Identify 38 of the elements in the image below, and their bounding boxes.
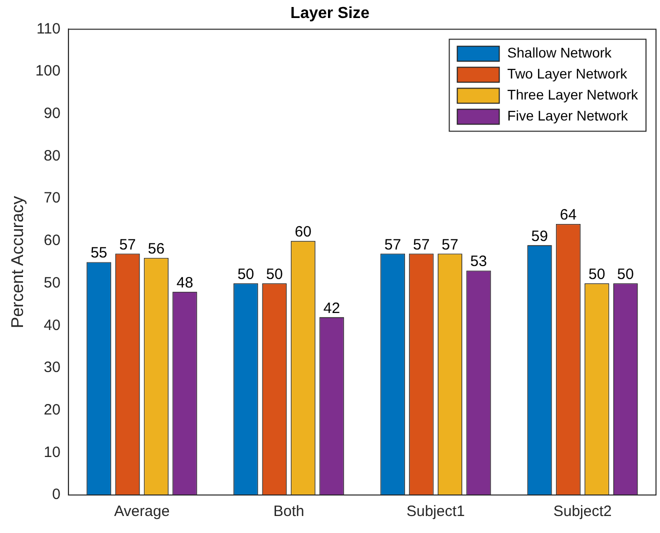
y-tick-label: 80 [44, 147, 60, 164]
data-label: 57 [442, 236, 458, 254]
legend-label: Shallow Network [507, 44, 613, 61]
y-tick-label: 110 [36, 20, 60, 38]
y-tick-label: 100 [35, 62, 60, 80]
data-label: 59 [531, 228, 548, 245]
y-tick-label: 40 [44, 316, 60, 334]
y-axis-title: Percent Accuracy [8, 195, 27, 328]
data-label: 50 [266, 266, 283, 283]
legend-label: Three Layer Network [507, 86, 639, 103]
data-label: 56 [148, 240, 165, 258]
data-label: 50 [237, 266, 254, 283]
y-tick-label: 60 [44, 232, 60, 250]
data-label: 53 [470, 253, 487, 270]
legend-label: Two Layer Network [507, 66, 628, 82]
data-label: 48 [176, 274, 194, 292]
x-tick-label: Subject2 [553, 503, 612, 520]
data-label: 42 [323, 300, 340, 317]
data-label: 57 [412, 236, 430, 254]
data-label: 55 [90, 244, 108, 262]
x-tick-label: Both [273, 503, 304, 520]
y-tick-label: 70 [44, 190, 60, 207]
y-tick-label: 20 [44, 401, 60, 418]
y-tick-label: 10 [44, 444, 60, 461]
data-label: 60 [294, 224, 312, 241]
legend-label: Five Layer Network [507, 108, 629, 124]
y-tick-label: 30 [44, 359, 60, 376]
x-tick-label: Subject1 [406, 503, 465, 520]
y-tick-label: 90 [44, 105, 60, 122]
x-tick-label: Average [114, 503, 170, 520]
data-label: 64 [560, 206, 577, 224]
data-label: 50 [588, 266, 606, 283]
y-tick-label: 0 [52, 486, 60, 504]
data-label: 50 [617, 266, 634, 283]
chart-title: Layer Size [290, 5, 370, 22]
y-tick-label: 50 [44, 274, 60, 292]
data-label: 57 [384, 236, 402, 254]
data-label: 57 [119, 236, 136, 254]
